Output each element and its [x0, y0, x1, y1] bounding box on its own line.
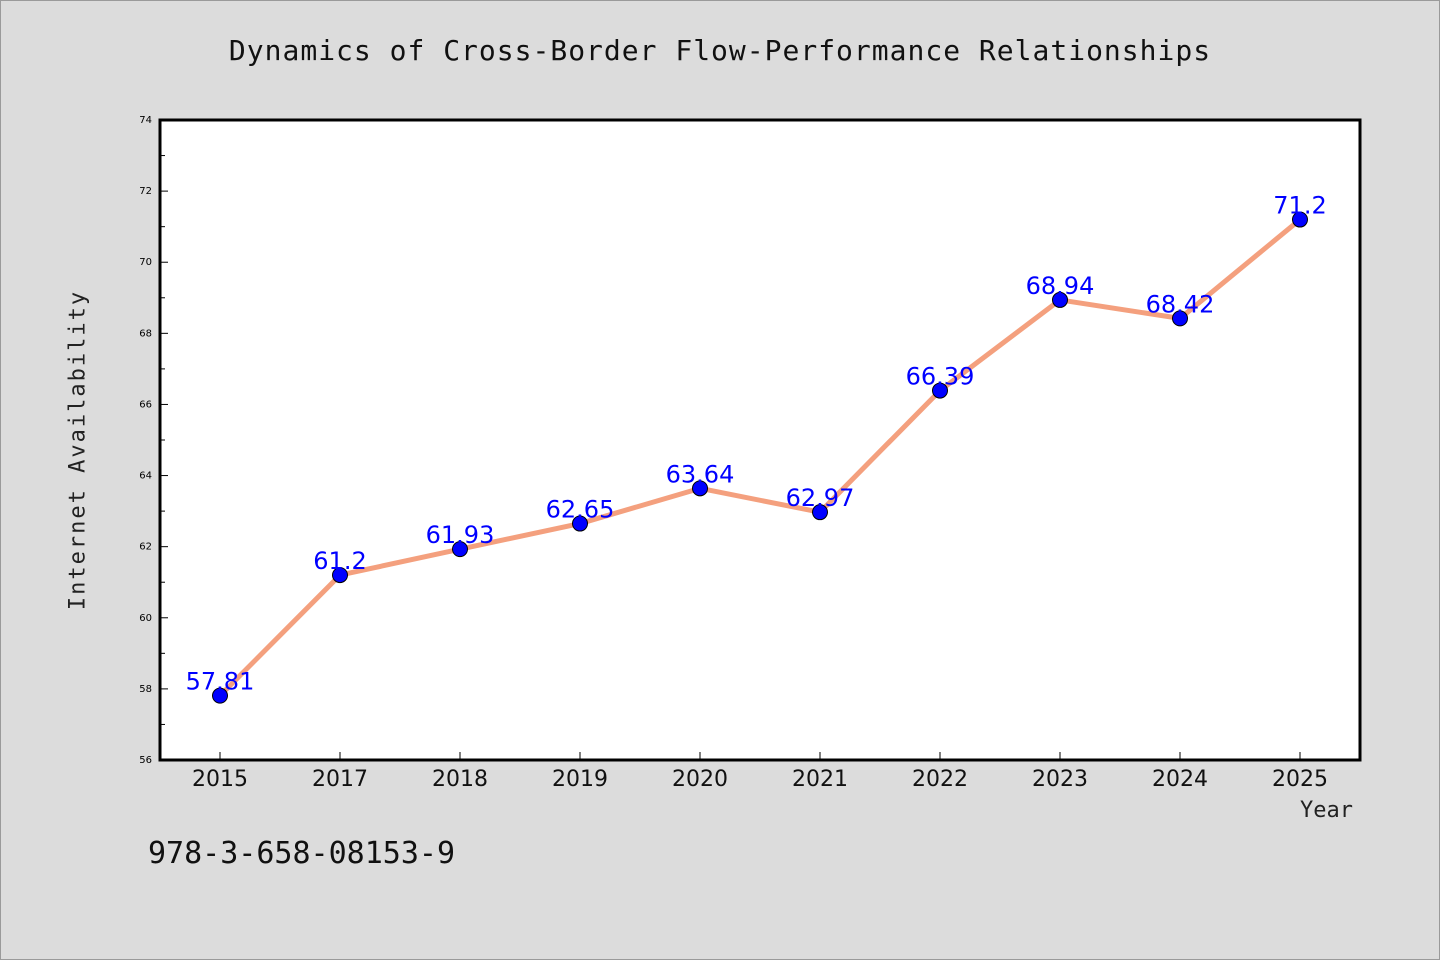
data-point: [452, 541, 468, 558]
x-tick-label: 2022: [912, 767, 968, 792]
data-label: 62.65: [546, 496, 615, 524]
data-label: 68.94: [1026, 272, 1095, 300]
x-axis-ticks: 2015 2017 2018 2019 2020 2021 2022 2023 2024 2025: [192, 752, 1328, 792]
y-tick-label: 68: [139, 328, 152, 339]
data-label: 61.93: [426, 521, 495, 549]
x-tick-label: 2021: [792, 767, 848, 792]
data-label: 57.81: [186, 668, 255, 696]
x-tick-label: 2017: [312, 767, 368, 792]
y-tick-label: 60: [139, 613, 152, 624]
y-tick-label: 66: [139, 399, 152, 410]
data-labels: 57.81 61.2 61.93 62.65 63.64 62.97 66.39 68.94 6…: [186, 192, 1327, 696]
data-point: [212, 687, 228, 704]
x-tick-label: 2025: [1272, 767, 1328, 792]
x-tick-label: 2019: [552, 767, 608, 792]
data-label: 66.39: [906, 363, 975, 391]
y-axis-ticks: 56 58 60 62 64 66 68 70 72 74: [139, 115, 168, 766]
data-point: [332, 567, 348, 584]
data-label: 68.42: [1146, 290, 1215, 318]
data-point: [932, 382, 948, 399]
y-tick-label: 58: [139, 684, 152, 695]
y-tick-label: 64: [139, 471, 152, 482]
x-tick-label: 2020: [672, 767, 728, 792]
x-tick-label: 2018: [432, 767, 488, 792]
data-label: 61.2: [313, 547, 366, 575]
data-point: [1292, 211, 1308, 228]
y-tick-label: 72: [139, 186, 152, 197]
data-point: [812, 504, 828, 521]
data-point: [692, 480, 708, 497]
isbn-footnote: 978-3-658-08153-9: [148, 836, 456, 871]
data-label: 71.2: [1273, 192, 1326, 220]
x-tick-label: 2023: [1032, 767, 1088, 792]
y-tick-label: 70: [139, 257, 152, 268]
series-line: [217, 217, 1303, 699]
data-point: [1172, 310, 1188, 327]
data-label: 62.97: [786, 484, 855, 512]
plot-area: [158, 118, 1362, 762]
y-tick-label: 74: [139, 115, 152, 126]
data-markers: [212, 211, 1308, 704]
x-axis-label: Year: [1300, 798, 1353, 823]
data-label: 63.64: [666, 460, 735, 488]
x-tick-label: 2024: [1152, 767, 1208, 792]
y-tick-label: 62: [139, 542, 152, 553]
data-point: [1052, 291, 1068, 308]
chart-title: Dynamics of Cross-Border Flow-Performanc…: [228, 34, 1212, 67]
y-tick-label: 56: [139, 755, 152, 766]
x-tick-label: 2015: [192, 767, 248, 792]
data-point: [572, 515, 588, 532]
